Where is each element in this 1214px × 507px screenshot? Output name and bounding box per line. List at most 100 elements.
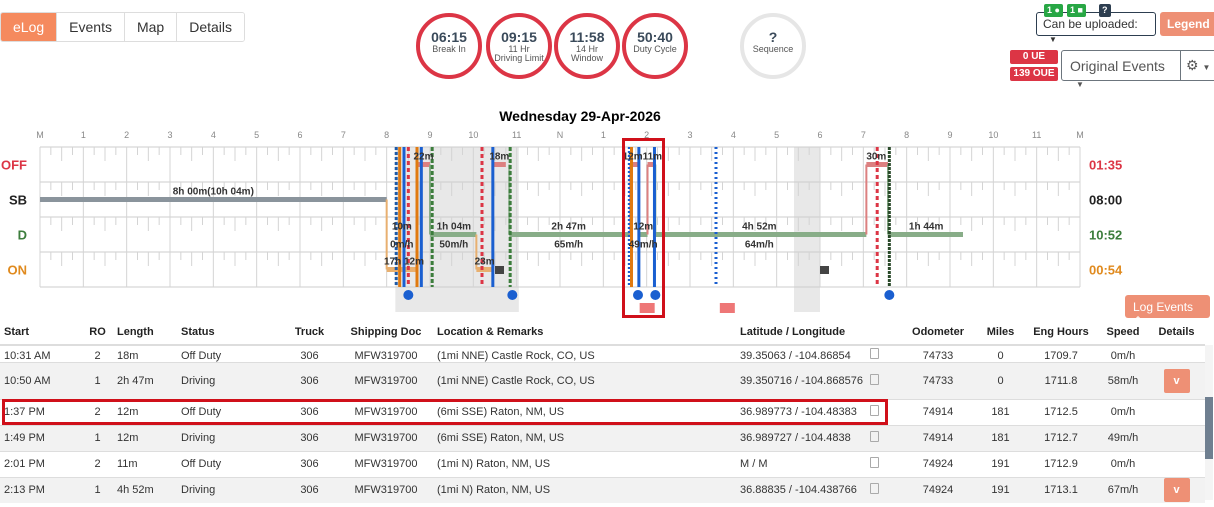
cell: MFW319700 [339,361,433,399]
upload-select-label: Can be uploaded: [1043,17,1138,31]
cell: 0m/h [1098,344,1148,362]
table-row[interactable]: 1:49 PM 1 12m Driving 306 MFW319700 (6mi SSE) … [0,424,1205,451]
row-label: ON [8,263,28,278]
cell: MFW319700 [339,398,433,425]
cell: 1 [82,476,113,503]
hour-label: 3 [167,130,172,140]
hour-label: 1 [81,130,86,140]
duration-label: 18m [489,152,509,163]
gauge-label-2: Driving Limit [494,53,544,63]
cell: 49m/h [1098,424,1148,451]
column-header: Eng Hours [1024,320,1098,346]
row-label: OFF [1,158,27,173]
upload-select[interactable]: Can be uploaded: ▼ [1036,12,1156,44]
gauge-window: 11:58 14 Hr Window [554,13,620,79]
tab-events[interactable]: Events [57,13,125,41]
column-header: Shipping Doc [339,320,433,346]
column-header: Miles [977,320,1024,346]
cell: Driving [177,424,280,451]
cell: 74924 [899,450,977,477]
column-header: Location & Remarks [433,320,736,346]
us-flag-icon [639,303,655,313]
copy-icon[interactable] [870,347,879,359]
bluetooth-icon [650,290,661,300]
view-tabs: eLog Events Map Details [0,12,245,42]
table-row[interactable]: 10:31 AM 2 18m Off Duty 306 MFW319700 (1mi NNE… [0,344,1205,362]
legend-button[interactable]: Legend ▼ [1160,12,1214,44]
cell [1148,344,1205,362]
cell: 306 [280,476,339,503]
row-total: 10:52 [1089,228,1122,243]
table-row[interactable]: 1:37 PM 2 12m Off Duty 306 MFW319700 (6mi SSE)… [0,398,1205,425]
hour-label: 9 [947,130,952,140]
gauge-sequence[interactable]: ? Sequence [740,13,806,79]
user-icon: ● [1054,5,1060,15]
settings-button[interactable]: ⚙ ▼ [1180,50,1214,81]
log-events-label: Log Events [1133,300,1194,314]
copy-icon[interactable] [870,483,879,495]
hour-label: 11 [512,130,521,140]
driver-count: 1 [1047,5,1053,15]
column-header: Length [113,320,177,346]
copy-icon[interactable] [870,431,879,442]
bluetooth-icon [884,290,895,300]
cell: 1713.1 [1024,476,1098,503]
expand-details-button[interactable]: v [1163,478,1190,503]
speed-label: 0m/h [390,240,413,251]
chevron-down-icon: ▼ [1202,63,1211,72]
cell: 2:01 PM [0,450,82,477]
copy-icon[interactable] [870,373,879,385]
view-mode-select[interactable]: Original Events ▼ [1061,50,1181,89]
cell: 181 [977,398,1024,425]
gauge-label-2: Window [570,53,603,63]
tab-map[interactable]: Map [124,13,178,41]
column-header [866,320,899,346]
expand-details-button[interactable]: v [1163,368,1190,393]
cell: 306 [280,398,339,425]
table-row[interactable]: 2:01 PM 2 11m Off Duty 306 MFW319700 (1mi N) R… [0,450,1205,477]
table-row[interactable]: 2:13 PM 1 4h 52m Driving 306 MFW319700 (1mi N)… [0,476,1205,503]
cell: MFW319700 [339,476,433,503]
help-badge[interactable]: ? [1099,4,1111,17]
cell: 191 [977,450,1024,477]
hour-label: 7 [341,130,346,140]
cell: 74733 [899,361,977,399]
cell: 1:49 PM [0,424,82,451]
cell [866,344,899,362]
speed-label: 50m/h [439,240,468,251]
tab-details[interactable]: Details [177,13,244,41]
bluetooth-icon [403,290,414,300]
bluetooth-icon [633,290,643,300]
copy-icon[interactable] [870,405,879,416]
cell: Driving [177,361,280,399]
oue-badge: 139 OUE [1010,67,1058,81]
table-scrollbar[interactable] [1205,345,1213,500]
cell: 36.88835 / -104.438766 [736,476,866,503]
column-header: Speed [1098,320,1148,346]
hour-label: 7 [861,130,866,140]
hour-label: 5 [774,130,779,140]
cell: 0m/h [1098,450,1148,477]
hour-label: 4 [211,130,216,140]
log-events-button[interactable]: Log Events ⌃ [1125,295,1210,328]
row-label: D [18,228,27,243]
cell: (6mi SSE) Raton, NM, US [433,424,736,451]
copy-icon[interactable] [870,457,879,468]
cell: 1712.5 [1024,398,1098,425]
cell: Off Duty [177,398,280,425]
cell: 0 [977,361,1024,399]
tab-elog[interactable]: eLog [1,13,58,41]
scrollbar-thumb[interactable] [1205,397,1213,459]
cell: (1mi NNE) Castle Rock, CO, US [433,361,736,399]
row-label: SB [9,193,27,208]
cell: (1mi N) Raton, NM, US [433,450,736,477]
camera-icon [495,266,504,274]
gauge-label: Break In [432,44,466,54]
hour-label: 5 [254,130,259,140]
table-row[interactable]: 10:50 AM 1 2h 47m Driving 306 MFW319700 (1mi N… [0,361,1205,399]
column-header: Start [0,320,82,346]
duration-label: 17h 12m [384,257,424,268]
duration-label: 4h 52m [742,222,777,233]
cell: Driving [177,476,280,503]
row-total: 08:00 [1089,193,1122,208]
